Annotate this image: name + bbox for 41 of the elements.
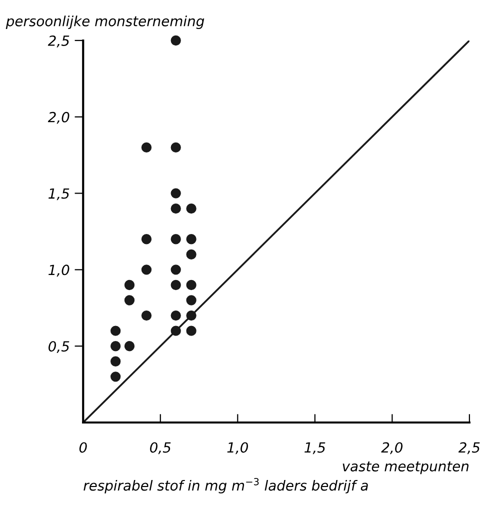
point — [170, 142, 181, 153]
point — [141, 234, 152, 244]
y-tick-label: 0,5 — [48, 341, 70, 353]
point — [186, 310, 196, 321]
x-axis-title: vaste meetpunten — [342, 462, 468, 474]
point — [124, 341, 135, 352]
point — [170, 188, 181, 198]
point — [110, 356, 121, 366]
point — [170, 280, 181, 290]
text: respirabel stof in mg m$^{−3}$ laders bedrijf a — [84, 478, 368, 494]
point — [110, 341, 121, 352]
point — [124, 295, 135, 306]
point — [170, 35, 181, 46]
x-tick-label: 2,0 — [381, 442, 403, 454]
x-tick-label: 2,5 — [458, 442, 480, 454]
point — [110, 326, 121, 336]
x-tick-label: 1,5 — [304, 442, 326, 454]
point — [141, 310, 152, 321]
point — [170, 264, 181, 275]
y-tick-label: 2,5 — [48, 35, 70, 48]
point — [141, 142, 152, 153]
point — [170, 203, 181, 214]
y-tick-label: 1,5 — [48, 188, 70, 200]
y-axis-title: persoonlijke monsterneming — [6, 16, 204, 30]
point — [170, 234, 181, 244]
x-tick-label: 0,5 — [150, 442, 171, 454]
x-tick-label: 0 — [79, 442, 87, 453]
point — [186, 234, 196, 244]
point — [186, 326, 196, 336]
point — [124, 280, 135, 290]
point — [110, 372, 121, 382]
y-tick-label: 2,0 — [48, 112, 70, 124]
point — [186, 295, 196, 306]
x-tick-label: 1,0 — [227, 442, 248, 454]
point — [186, 249, 196, 260]
point — [170, 326, 181, 336]
y-tick-label: 1,0 — [48, 264, 70, 277]
point — [186, 203, 196, 214]
point — [186, 280, 196, 290]
point — [141, 264, 152, 275]
point — [170, 310, 181, 321]
